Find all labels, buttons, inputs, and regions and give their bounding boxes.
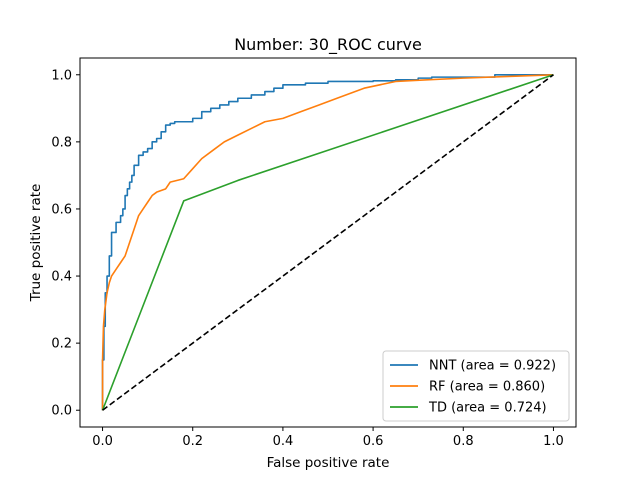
axes-layer: 0.0 0.2 0.4 0.6 0.8 1.0 0.0 0.2 0.4 0.6 0.8 1.0 [51, 57, 577, 449]
y-tick-label: 0.4 [51, 270, 72, 285]
x-tick-label: 0.6 [363, 434, 384, 449]
plot-layer [101, 73, 554, 411]
y-axis-label: True positive rate [28, 184, 44, 303]
legend-entry-label: TD (area = 0.724) [428, 401, 547, 416]
legend-entry-label: NNT (area = 0.922) [429, 359, 556, 374]
chart-title: Number: 30_ROC curve [234, 35, 422, 55]
y-tick-label: 0.0 [51, 404, 72, 419]
x-tick-label: 1.0 [543, 434, 564, 449]
chance-diagonal-line [102, 74, 554, 411]
y-tick-label: 1.0 [51, 68, 72, 83]
legend: NNT (area = 0.922) RF (area = 0.860) TD (a… [382, 350, 570, 422]
x-tick-label: 0.0 [92, 434, 113, 449]
y-tick-label: 0.2 [51, 337, 72, 352]
series-line-1 [101, 73, 554, 411]
y-tick-label: 0.6 [51, 202, 72, 217]
x-tick-label: 0.4 [273, 434, 294, 449]
legend-box [382, 350, 570, 422]
x-axis-label: False positive rate [267, 455, 390, 471]
x-tick-label: 0.8 [453, 434, 474, 449]
series-line-2 [101, 74, 554, 411]
y-tick-label: 0.8 [51, 135, 72, 150]
x-tick-label: 0.2 [182, 434, 203, 449]
legend-entry-label: RF (area = 0.860) [429, 380, 545, 395]
series-line-0 [101, 73, 554, 411]
axes-frame [79, 57, 577, 428]
